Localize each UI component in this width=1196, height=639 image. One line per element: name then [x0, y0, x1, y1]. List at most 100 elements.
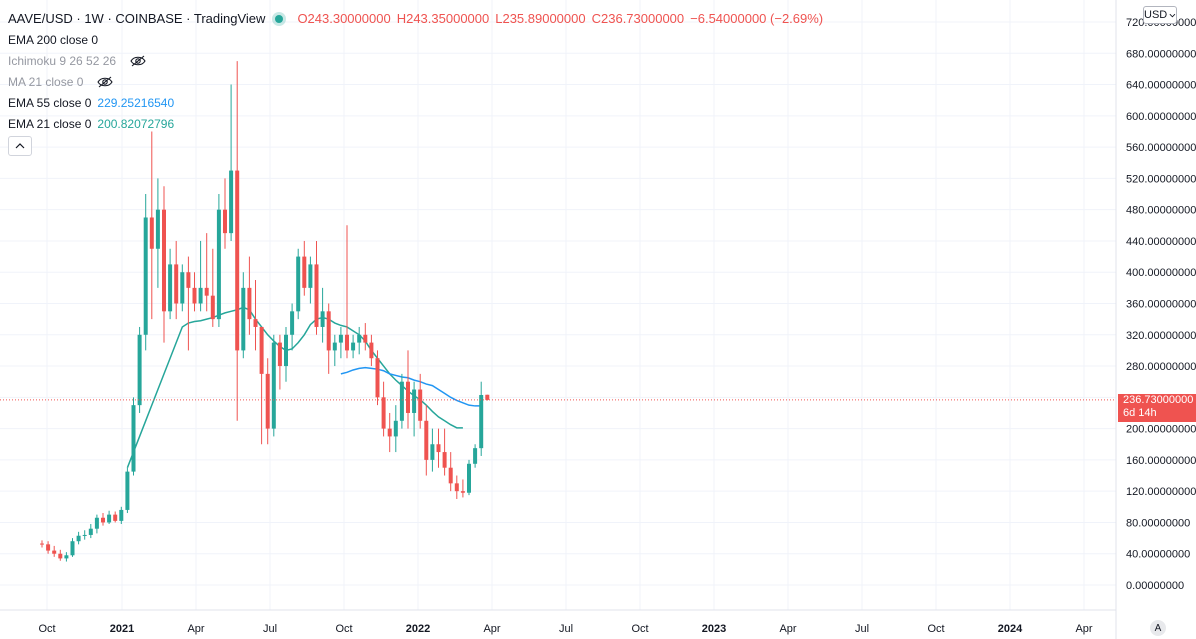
eye-hidden-icon[interactable] [130, 55, 146, 67]
indicator-ichimoku[interactable]: Ichimoku 9 26 52 26 [8, 50, 823, 71]
candle-body [137, 334, 142, 406]
candle-body [192, 287, 197, 304]
indicator-value: 200.82072796 [97, 116, 175, 131]
time-tick-label: Apr [779, 623, 796, 635]
candle-body [345, 334, 349, 351]
ema55-path [340, 366, 482, 407]
ema21-line [126, 306, 463, 468]
candle-body [381, 397, 386, 429]
candle-body [64, 555, 69, 559]
price-tick-label: 160.00000000 [1126, 455, 1196, 467]
candle-body [40, 543, 44, 545]
candle-body [162, 209, 166, 312]
candle-body [436, 444, 441, 453]
time-tick-label: Jul [855, 623, 869, 635]
candle-body [363, 334, 368, 343]
indicator-ema21[interactable]: EMA 21 close 0 200.82072796 [8, 113, 823, 134]
candle-body [88, 528, 93, 535]
candle-body [143, 217, 148, 335]
candle-body [131, 405, 136, 472]
candle-body [479, 394, 484, 449]
price-tick-label: 120.00000000 [1126, 486, 1196, 498]
time-tick-label: 2021 [110, 623, 134, 635]
indicator-ma21[interactable]: MA 21 close 0 [8, 71, 823, 92]
candle-body [82, 534, 87, 536]
collapse-legend-button[interactable] [8, 136, 32, 156]
indicator-label[interactable]: EMA 55 close 0 [8, 95, 92, 110]
price-tick-label: 680.00000000 [1126, 48, 1196, 60]
time-tick-label: Oct [38, 623, 55, 635]
candle-body [314, 264, 319, 327]
candle-body [332, 342, 337, 351]
indicator-ema200[interactable]: EMA 200 close 0 [8, 29, 823, 50]
candle-body [216, 209, 221, 320]
time-tick-label: Oct [631, 623, 648, 635]
candle-body [113, 514, 118, 521]
candle-body [375, 358, 380, 398]
symbol-title[interactable]: AAVE/USD · 1W · COINBASE · TradingView [8, 10, 266, 26]
candle-body [467, 463, 471, 493]
ohlc-close: C236.73000000 [591, 10, 685, 26]
candle-body [460, 491, 465, 493]
price-tick-label: 280.00000000 [1126, 361, 1196, 373]
candle-body [174, 264, 179, 304]
symbol-row[interactable]: AAVE/USD · 1W · COINBASE · TradingView O… [8, 8, 823, 29]
candle-body [351, 342, 356, 351]
indicator-label[interactable]: MA 21 close 0 [8, 74, 84, 89]
candle-body [76, 535, 81, 542]
price-tick-label: 560.00000000 [1126, 142, 1196, 154]
candle-body [125, 471, 130, 510]
time-tick-label: Jul [559, 623, 573, 635]
candle-body [229, 170, 234, 234]
ohlc-high: H243.35000000 [396, 10, 490, 26]
candle-body [247, 287, 252, 320]
indicator-label[interactable]: Ichimoku 9 26 52 26 [8, 53, 117, 68]
time-tick-label: Oct [927, 623, 944, 635]
price-tick-label: 80.00000000 [1126, 517, 1190, 529]
auto-scale-button[interactable]: A [1150, 620, 1166, 636]
indicator-label[interactable]: EMA 200 close 0 [8, 32, 99, 47]
candle-body [241, 287, 246, 351]
auto-scale-label: A [1154, 622, 1162, 634]
candle-body [52, 550, 57, 554]
candle-body [168, 264, 173, 312]
time-tick-label: 2022 [406, 623, 430, 635]
eye-hidden-icon[interactable] [97, 76, 114, 88]
candle-body [290, 311, 295, 335]
candle-body [186, 272, 191, 288]
candle-body [369, 342, 374, 359]
time-tick-label: Apr [187, 623, 204, 635]
candle-body [338, 334, 343, 343]
price-axis[interactable]: 720.00000000680.00000000640.00000000600.… [1115, 0, 1196, 639]
time-tick-label: 2024 [998, 623, 1023, 635]
candle-body [424, 420, 429, 460]
candle-body [265, 373, 270, 429]
candle-body [210, 295, 215, 320]
time-axis[interactable]: Oct 2021 Apr Jul Oct 2022 Apr Jul Oct 2023 Apr Jul O… [0, 609, 1116, 635]
candle-body [418, 389, 423, 421]
candle-body [204, 287, 209, 296]
indicator-label[interactable]: EMA 21 close 0 [8, 116, 92, 131]
candle-body [94, 517, 99, 529]
price-tick-label: 440.00000000 [1126, 236, 1196, 248]
candle-body [393, 420, 398, 437]
candle-body [198, 287, 203, 304]
candle-body [70, 541, 75, 556]
candle-body [302, 256, 307, 288]
price-tick-label: 360.00000000 [1126, 299, 1196, 311]
candle-body [107, 514, 112, 523]
candles[interactable] [40, 61, 490, 562]
currency-button[interactable]: USD [1143, 6, 1177, 24]
indicator-ema55[interactable]: EMA 55 close 0 229.25216540 [8, 92, 823, 113]
candle-body [485, 394, 490, 400]
candle-body [284, 334, 288, 367]
candle-body [58, 553, 63, 559]
price-tick-label: 400.00000000 [1126, 267, 1196, 279]
ohlc-low: L235.89000000 [495, 10, 586, 26]
currency-label: USD [1144, 9, 1168, 21]
last-price-value: 236.73000000 [1123, 394, 1194, 406]
candle-body [387, 428, 392, 437]
candle-body [296, 256, 301, 312]
price-tick-label: 520.00000000 [1126, 173, 1196, 185]
